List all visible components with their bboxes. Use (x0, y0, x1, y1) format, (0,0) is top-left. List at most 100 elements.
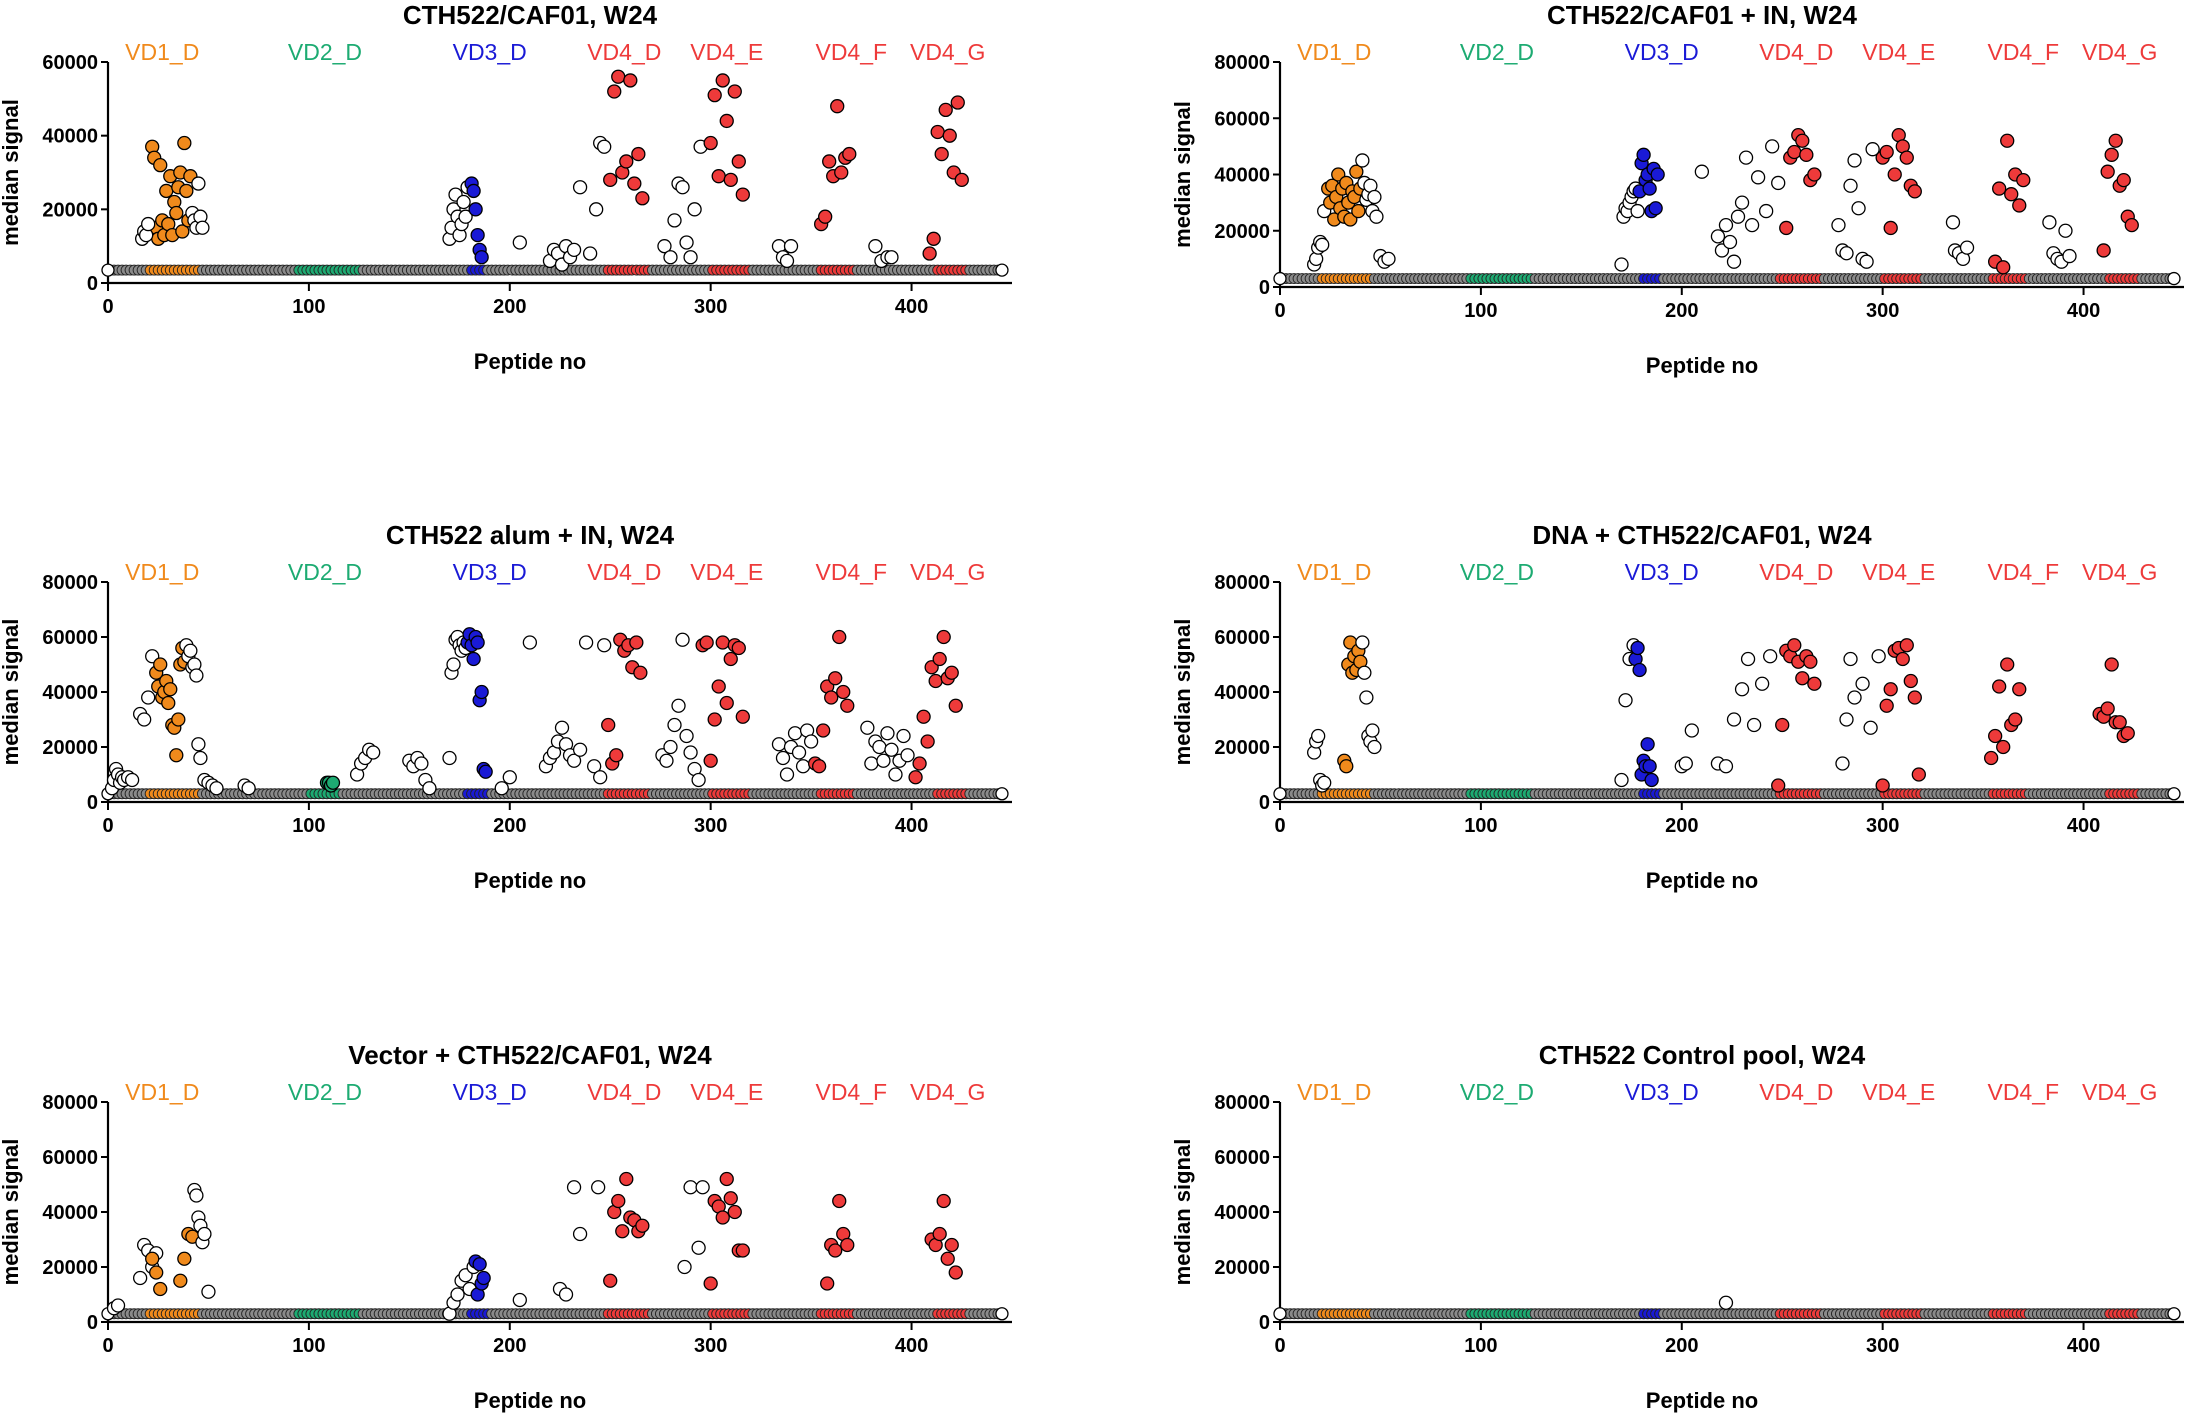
data-point (944, 1237, 959, 1253)
data-point (948, 698, 963, 713)
region-label-vd4-d: VD4_D (1759, 559, 1833, 585)
data-point (191, 737, 206, 752)
data-point (1851, 201, 1866, 216)
data-point (1803, 654, 1818, 669)
data-point (667, 717, 682, 733)
baseline-endpoint (101, 263, 115, 277)
data-point (1614, 257, 1629, 272)
panel-title: CTH522 Control pool, W24 (1539, 1040, 1866, 1070)
panel-title: DNA + CTH522/CAF01, W24 (1532, 520, 1872, 550)
data-point (635, 1218, 650, 1233)
data-point (1618, 693, 1633, 708)
region-label-vd2-d: VD2_D (1460, 559, 1534, 585)
x-tick-label: 0 (102, 1335, 113, 1357)
data-point (677, 1259, 692, 1275)
data-point (1907, 184, 1922, 199)
data-point (691, 772, 706, 788)
data-point (940, 1251, 955, 1266)
data-point (163, 682, 178, 697)
data-point (1807, 676, 1822, 691)
data-point (930, 124, 945, 140)
x-tick-label: 400 (2067, 300, 2100, 322)
data-point (1843, 651, 1858, 667)
region-label-vd4-g: VD4_G (2082, 1079, 2157, 1105)
data-point (468, 202, 483, 217)
series-nonregion (771, 723, 819, 782)
data-point (1795, 133, 1810, 148)
data-point (1718, 1295, 1734, 1310)
series-nonregion (104, 649, 160, 796)
baseline-endpoint (1273, 787, 1287, 801)
data-point (1847, 153, 1862, 168)
data-point (466, 651, 481, 667)
data-point (446, 657, 461, 672)
y-axis-label: median signal (0, 619, 23, 766)
data-point (1903, 673, 1918, 689)
y-axis-label: median signal (1170, 619, 1195, 766)
panel-2: CTH522/CAF01 + IN, W24 VD1_D VD2_D VD3_D VD4… (1170, 0, 2184, 378)
data-point (1839, 712, 1854, 727)
data-point (597, 139, 612, 154)
data-point (1367, 739, 1382, 755)
series-nonregion (657, 139, 708, 265)
series-vd1-d (1321, 164, 1368, 227)
data-point (566, 1180, 582, 1195)
panel-3: CTH522 alum + IN, W24 VD1_D VD2_D VD3_D VD4_… (0, 520, 1012, 893)
y-tick-label: 80000 (1214, 1092, 1270, 1114)
data-point (659, 753, 674, 768)
baseline-points (101, 263, 1009, 277)
data-point (366, 745, 381, 760)
series-nonregion (868, 239, 899, 269)
data-point (711, 169, 726, 184)
data-point (1317, 775, 1332, 790)
region-label-vd4-d: VD4_D (587, 559, 661, 585)
data-point (177, 1251, 192, 1266)
data-point (948, 1265, 963, 1280)
data-point (783, 239, 799, 254)
data-point (703, 135, 718, 151)
data-point (663, 739, 678, 755)
panel-title: CTH522 alum + IN, W24 (386, 520, 675, 550)
data-point (1763, 649, 1778, 664)
data-point (928, 673, 943, 689)
series-vd1-d (145, 135, 198, 246)
data-point (1339, 759, 1354, 774)
y-tick-label: 40000 (42, 682, 98, 704)
data-point (2116, 172, 2131, 188)
data-point (703, 753, 718, 768)
data-point (566, 242, 582, 258)
data-point (2124, 217, 2139, 233)
data-point (731, 640, 746, 656)
series-nonregion (1307, 203, 1332, 272)
data-point (615, 1224, 630, 1239)
region-label-vd4-f: VD4_F (1987, 39, 2059, 65)
x-tick-label: 100 (1464, 1335, 1497, 1357)
data-point (1694, 164, 1710, 179)
y-tick-label: 60000 (42, 627, 98, 649)
data-point (679, 235, 694, 250)
data-point (1730, 209, 1746, 224)
data-point (683, 250, 698, 265)
series-nonregion (1355, 635, 1382, 755)
data-point (1992, 679, 2007, 694)
series-nonregion (1718, 1295, 1734, 1310)
data-point (1839, 246, 1854, 261)
baseline-points (1273, 1307, 2181, 1321)
series-vd4-d (603, 69, 650, 206)
x-tick-label: 300 (1866, 300, 1899, 322)
data-point (159, 183, 174, 199)
region-label-vd4-d: VD4_D (1759, 39, 1833, 65)
series-vd4-g (908, 629, 963, 785)
x-tick-label: 0 (1274, 815, 1285, 837)
data-point (189, 668, 204, 683)
data-point (442, 750, 457, 766)
data-point (1863, 720, 1878, 735)
y-tick-label: 40000 (42, 126, 98, 148)
data-point (723, 651, 738, 667)
data-point (1759, 203, 1774, 219)
series-vd1-d (1337, 635, 1368, 774)
data-point (872, 739, 887, 755)
series-vd2-d (319, 775, 341, 793)
y-tick-label: 80000 (42, 1092, 98, 1114)
data-point (942, 128, 957, 143)
